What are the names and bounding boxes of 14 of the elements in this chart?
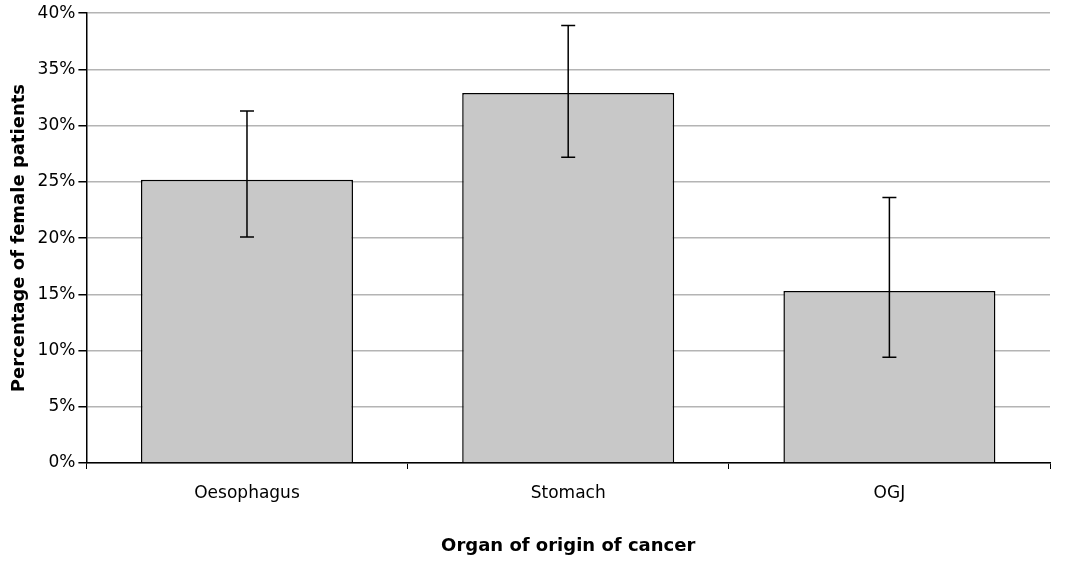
- y-tick-label: 35%: [37, 57, 76, 78]
- x-tick-label: Stomach: [530, 481, 606, 502]
- y-tick-label: 10%: [37, 338, 76, 359]
- y-axis-title: Percentage of female patients: [7, 83, 29, 393]
- y-tick-label: 5%: [48, 395, 76, 416]
- y-tick-label: 20%: [37, 226, 76, 247]
- y-tick-label: 30%: [37, 114, 76, 135]
- y-tick-label: 40%: [37, 1, 76, 22]
- y-tick-label: 0%: [48, 451, 76, 472]
- x-tick-label: Oesophagus: [194, 481, 300, 502]
- y-tick-label: 15%: [37, 282, 76, 303]
- y-tick-label: 25%: [37, 170, 76, 191]
- x-axis-title: Organ of origin of cancer: [441, 533, 696, 555]
- x-tick-label: OGJ: [873, 481, 906, 502]
